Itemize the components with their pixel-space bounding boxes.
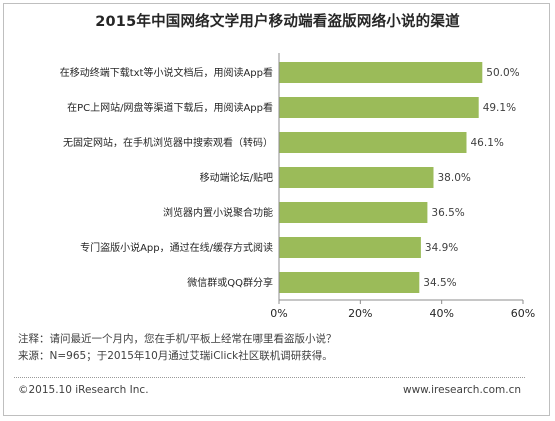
data-label: 36.5%	[431, 207, 464, 219]
x-tick-label: 20%	[348, 307, 372, 320]
bar	[279, 272, 420, 293]
data-label: 49.1%	[483, 102, 516, 114]
data-label: 50.0%	[486, 67, 519, 79]
copyright-text: ©2015.10 iResearch Inc.	[18, 384, 149, 396]
bar	[279, 237, 421, 258]
chart-footnote: 注释：请问最近一个月内，您在手机/平板上经常在哪里看盗版小说？	[18, 333, 337, 345]
data-label: 38.0%	[438, 172, 471, 184]
category-label: 专门盗版小说App，通过在线/缓存方式阅读	[80, 241, 273, 254]
x-tick-label: 0%	[270, 307, 287, 320]
data-label: 34.5%	[423, 277, 456, 289]
chart-source: 来源：N=965；于2015年10月通过艾瑞iClick社区联机调研获得。	[18, 350, 333, 362]
bar	[279, 132, 467, 153]
data-label: 46.1%	[471, 137, 504, 149]
chart-title: 2015年中国网络文学用户移动端看盗版网络小说的渠道	[95, 14, 460, 30]
category-label: 无固定网站，在手机浏览器中搜索观看（转码）	[63, 136, 273, 149]
category-label: 在PC上网站/网盘等渠道下载后，用阅读App看	[67, 101, 273, 114]
category-label: 微信群或QQ群分享	[187, 276, 273, 289]
bar	[279, 202, 428, 223]
footer-divider	[14, 377, 525, 378]
category-label: 移动端论坛/贴吧	[200, 171, 273, 184]
bar	[279, 62, 483, 83]
x-tick-label: 60%	[511, 307, 535, 320]
category-label: 在移动终端下载txt等小说文档后，用阅读App看	[60, 66, 273, 79]
bar	[279, 97, 479, 118]
data-label: 34.9%	[425, 242, 458, 254]
x-tick-label: 40%	[429, 307, 453, 320]
bar	[279, 167, 434, 188]
website-text: www.iresearch.com.cn	[402, 384, 521, 396]
category-label: 浏览器内置小说聚合功能	[163, 206, 273, 219]
